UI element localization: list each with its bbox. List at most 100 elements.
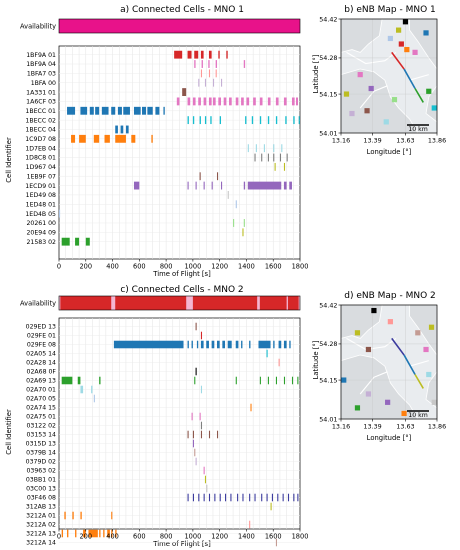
cell-interval xyxy=(187,340,189,349)
enb-marker xyxy=(401,410,407,417)
cell-interval xyxy=(289,340,291,349)
cell-interval xyxy=(151,134,153,143)
cell-interval xyxy=(223,97,227,106)
flight-track-segment xyxy=(414,374,424,389)
cell-interval xyxy=(241,340,243,349)
cell-interval xyxy=(275,376,277,385)
cell-interval xyxy=(266,349,268,358)
cell-interval xyxy=(235,340,239,349)
cell-interval xyxy=(249,493,251,502)
enb-marker xyxy=(365,391,372,397)
row-label: 3212A 02 xyxy=(26,522,56,529)
cell-interval xyxy=(250,403,252,412)
cell-interval xyxy=(187,430,189,439)
cell-interval xyxy=(245,116,247,125)
enb-marker xyxy=(365,346,372,353)
cell-interval xyxy=(101,106,109,115)
row-label: 1ECD9 01 xyxy=(25,183,56,190)
x-tick-label: 0 xyxy=(57,533,61,541)
x-tick-label: 600 xyxy=(133,263,146,271)
cell-interval xyxy=(199,172,201,181)
cell-interval xyxy=(115,125,118,134)
map-y-tick-label: 54.01 xyxy=(319,415,337,423)
row-label: 03963 02 xyxy=(26,468,56,475)
cell-interval xyxy=(203,97,207,106)
cell-interval xyxy=(187,493,189,502)
cell-interval xyxy=(298,116,300,125)
cell-interval xyxy=(216,172,219,181)
row-label: 03153 14 xyxy=(26,432,56,439)
cell-interval xyxy=(208,97,212,106)
cell-interval xyxy=(117,106,122,115)
cell-interval xyxy=(93,134,100,143)
cell-interval xyxy=(293,493,295,502)
enb-marker xyxy=(368,85,374,92)
map-road xyxy=(359,85,388,109)
cell-interval xyxy=(291,376,294,385)
cell-interval xyxy=(267,376,269,385)
map-x-tick-label: 13.16 xyxy=(332,423,350,431)
panel-c-title: c) Connected Cells - MNO 2 xyxy=(120,285,243,295)
map-y-tick-label: 54.28 xyxy=(319,340,337,348)
cell-interval xyxy=(67,529,69,538)
cell-interval xyxy=(192,493,194,502)
cell-interval xyxy=(214,493,216,502)
row-label: 1D7EB 04 xyxy=(25,145,56,152)
panel-b-ylabel: Latitude [°] xyxy=(312,54,320,93)
x-tick-label: 0 xyxy=(57,263,61,271)
cell-interval xyxy=(227,340,232,349)
x-tick-label: 400 xyxy=(106,533,119,541)
panel-c-xlabel: Time of Flight [s] xyxy=(152,540,211,548)
cell-interval xyxy=(283,162,286,171)
cell-interval xyxy=(221,78,223,87)
cell-interval xyxy=(235,97,239,106)
cell-interval xyxy=(208,69,211,78)
row-label: 1BECC 02 xyxy=(25,117,56,124)
map-y-tick-label: 54.15 xyxy=(319,376,337,384)
cell-interval xyxy=(200,385,203,394)
cell-interval xyxy=(246,97,250,106)
cell-interval xyxy=(221,181,223,190)
map-frame xyxy=(340,18,438,134)
panel-b-title: b) eNB Map - MNO 1 xyxy=(344,5,436,15)
cell-interval xyxy=(212,78,215,87)
x-tick-label: 1800 xyxy=(292,533,309,541)
x-tick-label: 400 xyxy=(106,263,119,271)
row-label: 02A74 15 xyxy=(26,405,56,412)
row-label: 1A331 01 xyxy=(26,89,56,96)
cell-interval xyxy=(249,340,251,349)
cell-interval xyxy=(198,493,200,502)
availability-bar xyxy=(59,296,300,310)
enb-marker xyxy=(423,30,429,36)
cell-interval xyxy=(176,97,180,106)
row-label: 03122 02 xyxy=(26,423,56,430)
enb-marker xyxy=(431,399,437,405)
x-tick-label: 800 xyxy=(160,533,173,541)
cell-interval xyxy=(204,475,207,484)
x-tick-label: 1600 xyxy=(265,263,282,271)
timeline-panel-mno1: a) Connected Cells - MNO 1 Time of Fligh… xyxy=(5,5,308,278)
cell-interval xyxy=(64,511,66,520)
cell-interval xyxy=(133,106,141,115)
map-x-tick-label: 13.39 xyxy=(363,137,381,145)
cell-interval xyxy=(261,153,263,162)
cell-interval xyxy=(191,412,193,421)
cell-interval xyxy=(115,134,126,143)
flight-track-segment xyxy=(414,88,424,103)
cell-interval xyxy=(247,181,282,190)
cell-interval xyxy=(174,50,183,59)
row-label: 1ED48 01 xyxy=(26,201,56,208)
cell-interval xyxy=(61,529,64,538)
cell-interval xyxy=(61,237,70,246)
cell-interval xyxy=(187,116,189,125)
cell-interval xyxy=(208,50,212,59)
row-label: 3212A 14 xyxy=(26,540,56,547)
enb-marker xyxy=(398,41,404,47)
map-land xyxy=(340,18,383,53)
cell-interval xyxy=(198,97,201,106)
cell-interval xyxy=(195,322,197,331)
cell-interval xyxy=(282,493,284,502)
map-x-tick-label: 13.63 xyxy=(396,423,414,431)
map-land xyxy=(340,304,383,339)
cell-interval xyxy=(219,116,222,125)
